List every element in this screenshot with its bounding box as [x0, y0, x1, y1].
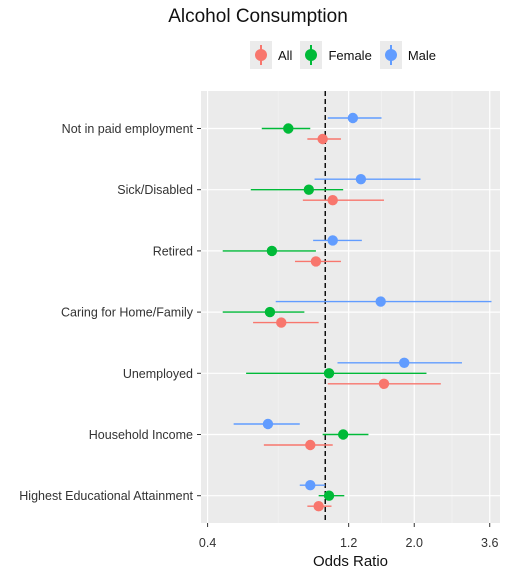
point-all	[317, 133, 328, 145]
x-tick-label: 0.4	[199, 536, 216, 550]
point-all	[327, 195, 338, 206]
point-female	[337, 429, 349, 440]
legend-item-female: Female	[300, 41, 372, 69]
point-female	[283, 123, 294, 134]
point-female	[323, 490, 335, 501]
x-tick-label: 1.2	[340, 536, 357, 550]
point-male	[305, 480, 316, 491]
y-tick-label: Highest Educational Attainment	[19, 489, 193, 503]
point-female	[266, 245, 278, 257]
point-male	[355, 174, 367, 185]
legend: All Female Male	[250, 40, 444, 70]
point-male	[375, 296, 386, 307]
y-tick-label: Household Income	[89, 428, 193, 442]
point-all	[305, 439, 316, 451]
legend-key-all	[250, 41, 272, 69]
point-all	[310, 256, 322, 267]
x-tick-label: 3.6	[481, 536, 498, 550]
point-female	[264, 306, 276, 318]
x-tick-label: 2.0	[406, 536, 423, 550]
y-tick-label: Caring for Home/Family	[61, 306, 194, 320]
x-axis-title: Odds Ratio	[313, 553, 388, 570]
y-tick-label: Not in paid employment	[62, 122, 194, 136]
point-male	[262, 418, 274, 430]
point-male	[399, 357, 410, 368]
point-all	[276, 317, 287, 328]
point-all	[378, 378, 390, 389]
plot-panel	[201, 91, 500, 523]
y-tick-label: Retired	[153, 244, 193, 258]
legend-label-all: All	[278, 47, 293, 63]
legend-key-male	[379, 41, 402, 69]
y-tick-label: Unemployed	[123, 367, 193, 381]
point-male	[347, 112, 359, 124]
legend-key-female	[300, 41, 323, 69]
point-female	[303, 184, 315, 195]
y-tick-label: Sick/Disabled	[117, 183, 193, 197]
legend-item-all: All	[250, 41, 292, 69]
legend-item-male: Male	[379, 41, 436, 69]
legend-label-male: Male	[407, 47, 436, 63]
point-male	[327, 235, 338, 246]
point-all	[313, 501, 324, 512]
point-female	[323, 368, 335, 379]
legend-label-female: Female	[328, 47, 372, 63]
chart-title: Alcohol Consumption	[168, 6, 348, 27]
